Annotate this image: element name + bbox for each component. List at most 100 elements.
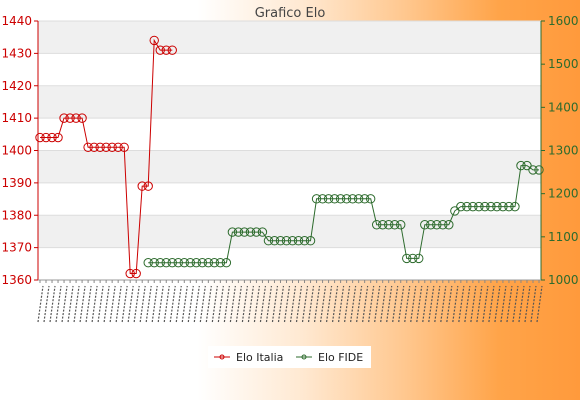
- x-tick-label: [434, 285, 441, 323]
- x-tick-label: [67, 285, 74, 323]
- data-point: [504, 201, 514, 212]
- x-tick-label: [121, 285, 128, 323]
- data-point: [371, 220, 382, 230]
- data-point: [311, 194, 322, 204]
- data-point: [77, 113, 87, 123]
- data-point: [383, 220, 394, 230]
- data-point: [215, 258, 226, 268]
- data-point: [149, 35, 159, 46]
- data-point: [444, 220, 454, 230]
- x-tick-label: [229, 285, 236, 323]
- data-point: [125, 268, 135, 279]
- x-tick-label: [241, 285, 249, 323]
- x-tick-label: [181, 285, 188, 323]
- y-left-tick-label: 1430: [1, 46, 32, 60]
- x-tick-label: [43, 285, 50, 323]
- x-tick-label: [277, 285, 285, 323]
- legend-box: [208, 346, 371, 368]
- data-point: [438, 220, 448, 230]
- x-tick-label: [217, 285, 224, 323]
- grid-band: [38, 150, 541, 183]
- x-tick-label: [398, 285, 405, 323]
- x-tick-label: [488, 285, 495, 323]
- y-left-tick-label: 1410: [1, 111, 32, 125]
- x-tick-label: [79, 285, 86, 323]
- data-point: [167, 258, 177, 268]
- data-point: [143, 258, 153, 268]
- x-tick-label: [235, 285, 242, 323]
- series-line: [148, 165, 539, 264]
- data-point: [492, 201, 502, 212]
- data-point: [191, 258, 202, 268]
- x-tick-label: [524, 285, 531, 323]
- y-left-tick-label: 1440: [1, 14, 32, 28]
- x-tick-label: [476, 285, 483, 323]
- y-left-tick-label: 1360: [1, 273, 32, 287]
- y-right-tick-label: 1000: [548, 273, 579, 287]
- x-tick-label: [55, 285, 62, 323]
- data-point: [71, 113, 81, 123]
- x-tick-label: [464, 285, 471, 323]
- data-point: [131, 268, 141, 279]
- data-point: [432, 220, 442, 230]
- data-point: [221, 258, 232, 268]
- data-point: [275, 236, 286, 246]
- x-tick-label: [133, 285, 140, 323]
- data-point: [528, 165, 538, 175]
- data-point: [335, 194, 346, 204]
- x-tick-label: [295, 285, 303, 323]
- x-tick-label: [199, 285, 206, 323]
- x-tick-label: [289, 285, 297, 323]
- data-point: [510, 201, 520, 212]
- data-point: [468, 201, 478, 212]
- x-tick-label: [223, 285, 230, 323]
- x-tick-label: [404, 285, 411, 323]
- y-right-tick-label: 1300: [548, 144, 579, 158]
- x-tick-label: [187, 285, 194, 323]
- data-point: [65, 113, 75, 123]
- x-tick-label: [331, 285, 339, 323]
- data-point: [305, 236, 316, 246]
- data-point: [107, 142, 117, 152]
- x-tick-label: [193, 285, 200, 323]
- data-point: [317, 194, 328, 204]
- grid-band: [38, 215, 541, 248]
- data-point: [155, 258, 165, 268]
- x-tick-label: [325, 285, 333, 323]
- x-tick-label: [374, 285, 381, 323]
- x-tick-label: [386, 285, 393, 323]
- x-tick-label: [151, 285, 158, 323]
- x-tick-label: [313, 285, 321, 323]
- y-right-tick-label: 1600: [548, 14, 579, 28]
- x-tick-label: [536, 285, 543, 323]
- x-tick-label: [362, 285, 369, 323]
- x-tick-label: [139, 285, 146, 323]
- data-point: [167, 45, 177, 55]
- data-point: [245, 227, 256, 237]
- data-point: [203, 258, 214, 268]
- data-point: [257, 227, 268, 237]
- y-left-tick-label: 1420: [1, 79, 32, 93]
- data-point: [239, 227, 250, 237]
- data-point: [408, 253, 418, 264]
- x-tick-label: [446, 285, 453, 323]
- data-point: [149, 258, 159, 268]
- x-tick-label: [470, 285, 477, 323]
- data-point: [161, 45, 171, 55]
- y-left-tick-label: 1380: [1, 208, 32, 222]
- data-point: [101, 142, 111, 152]
- data-point: [329, 194, 340, 204]
- data-point: [456, 201, 466, 212]
- data-point: [498, 201, 508, 212]
- x-tick-label: [422, 285, 429, 323]
- y-left-tick-label: 1390: [1, 176, 32, 190]
- data-point: [353, 194, 364, 204]
- x-tick-label: [103, 285, 110, 323]
- x-tick-label: [307, 285, 315, 323]
- series-line: [40, 38, 173, 274]
- x-tick-label: [169, 285, 176, 323]
- x-tick-label: [319, 285, 327, 323]
- chart-title: Grafico Elo: [255, 6, 326, 21]
